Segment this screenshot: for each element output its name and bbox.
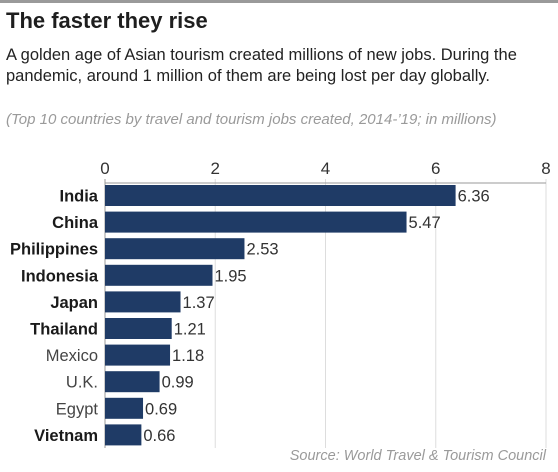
category-label: Indonesia — [21, 267, 99, 285]
category-label: Japan — [50, 294, 98, 312]
category-label: Vietnam — [34, 427, 98, 445]
bar — [105, 238, 245, 260]
value-label: 0.69 — [145, 400, 177, 418]
source-note: Source: World Travel & Tourism Council — [289, 448, 546, 464]
bar — [105, 185, 456, 206]
bar — [105, 371, 160, 393]
x-tick-label: 2 — [211, 159, 220, 178]
value-label: 0.99 — [162, 374, 194, 392]
x-tick-label: 0 — [100, 159, 109, 178]
category-label: Thailand — [30, 321, 98, 339]
x-tick-label: 6 — [431, 159, 440, 178]
bar — [105, 211, 407, 233]
category-label: China — [52, 214, 99, 232]
bar-chart: 0 2 4 6 8 India 6.36 China 5.47 Philippines 2.53 In… — [10, 159, 551, 448]
value-label: 6.36 — [458, 188, 490, 206]
value-label: 1.95 — [214, 267, 246, 285]
x-tick-label: 8 — [541, 159, 550, 178]
top-rule — [0, 0, 558, 3]
category-label: India — [59, 188, 98, 206]
chart-subtitle: A golden age of Asian tourism created mi… — [6, 46, 517, 85]
value-label: 0.66 — [143, 427, 175, 445]
bar — [105, 291, 181, 313]
value-label: 2.53 — [246, 241, 278, 259]
value-label: 5.47 — [409, 214, 441, 232]
value-label: 1.18 — [172, 347, 204, 365]
bar — [105, 424, 142, 446]
category-label: Philippines — [10, 241, 98, 259]
bar — [105, 397, 144, 419]
value-label: 1.21 — [174, 321, 206, 339]
bar — [105, 318, 172, 339]
category-label: Egypt — [56, 400, 99, 418]
category-label: U.K. — [66, 374, 98, 392]
chart-note: (Top 10 countries by travel and tourism … — [6, 111, 497, 128]
x-tick-label: 4 — [321, 159, 330, 178]
bar — [105, 344, 171, 366]
chart-title: The faster they rise — [6, 8, 208, 33]
value-label: 1.37 — [183, 294, 215, 312]
category-label: Mexico — [46, 347, 98, 365]
bar — [105, 264, 213, 286]
